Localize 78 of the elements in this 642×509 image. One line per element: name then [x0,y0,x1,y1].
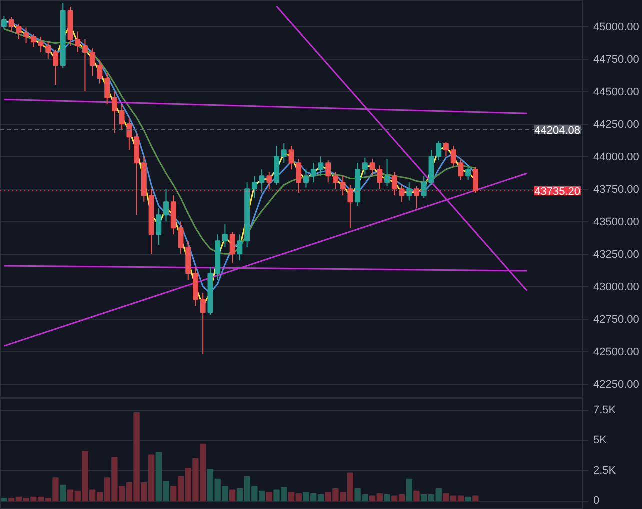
y-tick-label: 5K [594,434,608,447]
bar [414,490,420,502]
candlestick [8,16,14,32]
y-tick-label: 43500.00 [594,216,640,229]
y-tick-label: 42750.00 [594,314,640,326]
candlestick [24,27,29,44]
candlestick [259,169,265,194]
candlestick [472,166,478,194]
y-tick-label: 44250.00 [594,119,640,132]
candlestick [38,36,44,54]
y-tick-label: 7.5K [594,404,617,417]
ref-line-label: 44204.08 [534,125,581,138]
y-tick-label: 43250.00 [594,249,640,262]
candlestick [384,158,390,187]
y-tick-label: 44000.00 [594,152,640,164]
candlestick [458,158,464,180]
y-tick-label: 42500.00 [594,346,640,359]
candlestick [281,143,287,164]
candlestick [370,158,376,177]
candlestick [466,165,472,180]
candlestick [444,142,449,158]
candlestick [362,157,368,176]
candlestick [421,176,427,199]
candlestick [112,91,118,134]
candlestick [304,169,309,188]
bar [60,484,66,502]
candlestick [126,117,132,151]
y-tick-label: 43750.00 [594,184,640,196]
bar [472,496,479,502]
candlestick [348,184,354,229]
candlestick [237,234,243,262]
candlestick [450,146,456,168]
y-tick-label: 0 [594,495,600,508]
candlestick [82,39,88,92]
candlestick [164,188,169,222]
y-tick-label: 44750.00 [594,54,640,66]
candlestick [332,172,338,190]
bar [384,494,390,502]
candlestick [119,104,125,132]
candlestick [200,292,206,355]
bar [1,498,8,502]
candlestick [414,186,420,210]
y-tick-label: 43000.00 [594,282,640,294]
candlestick [377,165,383,190]
candlestick [30,34,36,48]
candlestick [178,221,184,255]
candlestick [406,182,412,202]
bar [465,496,472,502]
candlestick [97,60,103,84]
y-tick-label: 42250.00 [594,379,640,392]
candlestick [46,42,52,60]
candlestick [340,176,346,196]
candlestick [222,224,228,248]
candlestick [318,156,324,177]
candlestick [392,172,398,196]
bar [266,492,272,502]
candlestick [90,48,96,76]
ref-line-label: 43735.20 [534,186,581,198]
candlestick [53,49,58,86]
candlestick [310,162,316,184]
candlestick [252,176,258,199]
candlestick [399,184,405,203]
candlestick [104,72,110,106]
candlestick [16,23,22,40]
candlestick [296,158,302,194]
candlestick [75,31,81,54]
candlestick [288,146,294,170]
bar [229,490,236,502]
candlestick [436,140,442,161]
y-tick-label: 44500.00 [594,86,640,99]
candlestick [230,232,236,264]
candlestick [156,208,162,246]
candlestick [266,172,272,190]
candlestick [1,16,7,30]
bar [406,478,412,502]
y-tick-label: 45000.00 [594,22,640,34]
candlestick [326,160,332,184]
y-tick-label: 2.5K [594,464,617,477]
